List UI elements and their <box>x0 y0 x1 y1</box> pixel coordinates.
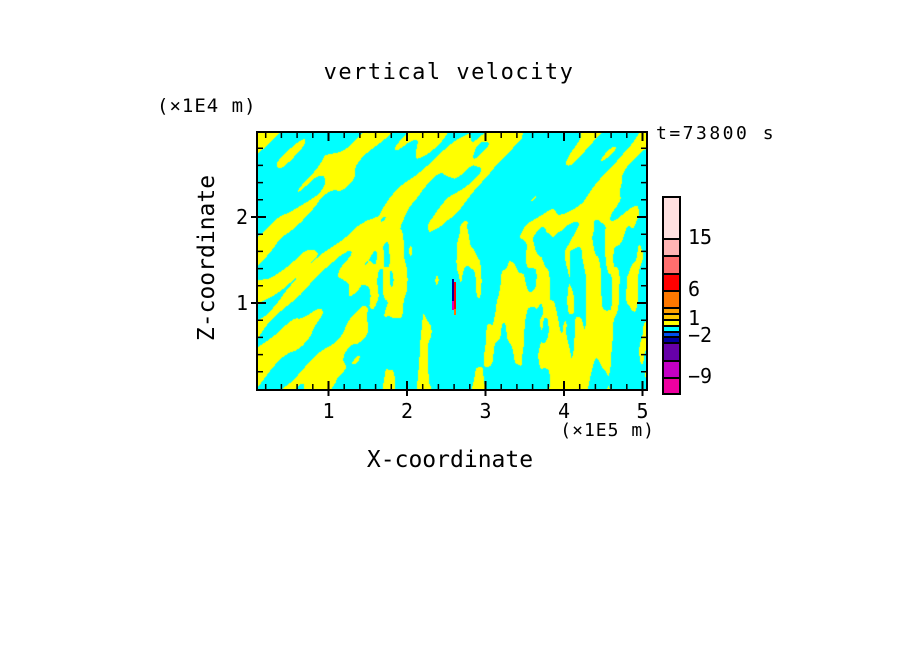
colorbar-segment <box>664 308 679 315</box>
z-tick-label: 2 <box>235 205 248 229</box>
x-tick-label: 4 <box>557 399 571 423</box>
updraft-streak <box>454 282 456 313</box>
colorbar-segment <box>664 377 679 393</box>
colorbar-segment <box>664 343 679 361</box>
x-axis-unit-label: (×1E5 m) <box>560 420 655 441</box>
colorbar-divider <box>664 237 679 240</box>
z-axis-title: Z-coordinate <box>194 174 220 342</box>
plot-frame <box>256 131 648 391</box>
colorbar-divider <box>664 336 679 339</box>
colorbar-divider <box>664 255 679 258</box>
colorbar-divider <box>664 319 679 321</box>
colorbar-divider <box>664 324 679 327</box>
x-tick-labels: 1 2 3 4 5 <box>0 399 904 423</box>
updraft-streak <box>452 301 454 310</box>
colorbar-divider <box>664 376 679 379</box>
plot-area <box>251 131 648 396</box>
time-annotation: t=73800 s <box>656 123 777 144</box>
colorbar-segment <box>664 291 679 309</box>
colorbar-divider <box>664 313 679 316</box>
minor-ticks <box>258 133 646 389</box>
x-axis-title: X-coordinate <box>366 447 534 473</box>
colorbar-label: −9 <box>688 363 713 388</box>
plot-title: vertical velocity <box>323 60 575 85</box>
colorbar-segment <box>664 273 679 292</box>
colorbar-segment <box>664 337 679 344</box>
colorbar-divider <box>664 330 679 333</box>
colorbar-segment <box>664 331 679 338</box>
colorbar-segment <box>664 256 679 274</box>
colorbar-divider <box>664 307 679 310</box>
colorbar-segment <box>664 314 679 320</box>
colorbar-segment <box>664 238 679 257</box>
colorbar <box>662 196 681 395</box>
velocity-field-canvas <box>256 131 648 391</box>
major-ticks <box>251 132 647 396</box>
colorbar-segment <box>664 198 679 239</box>
colorbar-segment <box>664 360 679 378</box>
x-tick-label: 3 <box>479 399 492 423</box>
colorbar-label: 15 <box>688 224 713 249</box>
colorbar-segment <box>664 325 679 332</box>
colorbar-label: 6 <box>688 277 701 302</box>
x-tick-label: 5 <box>636 399 649 423</box>
colorbar-label: 1 <box>688 306 701 330</box>
updraft-streak <box>454 309 456 315</box>
colorbar-divider <box>664 290 679 293</box>
z-tick-label: 1 <box>235 291 248 315</box>
updraft-streak <box>452 279 454 301</box>
x-tick-label: 1 <box>322 399 335 423</box>
colorbar-divider <box>664 342 679 345</box>
x-tick-label: 2 <box>400 399 414 423</box>
y-axis-unit-label: (×1E4 m) <box>157 95 257 117</box>
colorbar-label: −2 <box>688 323 713 348</box>
colorbar-divider <box>664 359 679 362</box>
colorbar-divider <box>664 272 679 275</box>
axes-frame <box>251 131 648 396</box>
colorbar-segment <box>664 320 679 326</box>
